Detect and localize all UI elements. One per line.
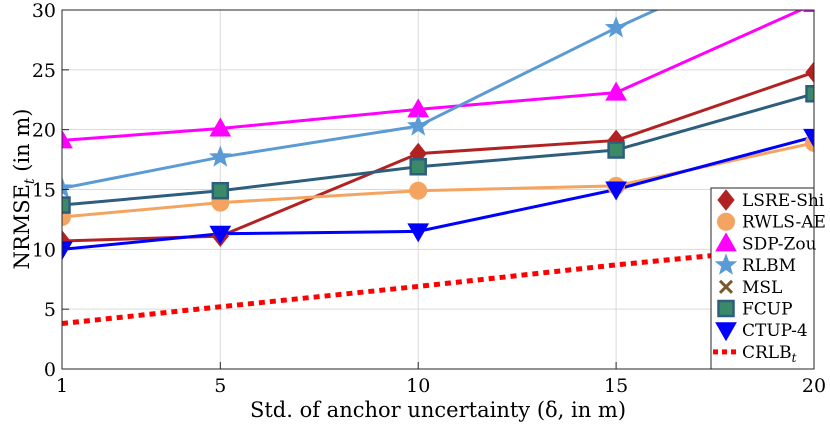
- data-point-rlbm: [62, 176, 74, 198]
- legend-label-ctup-4: CTUP-4: [742, 321, 808, 341]
- x-tick-label: 10: [406, 375, 430, 397]
- y-tick-label: 30: [32, 0, 56, 22]
- x-tick-label: 5: [214, 375, 226, 397]
- y-tick-label: 10: [32, 239, 56, 261]
- data-point-sdp-zou: [209, 117, 232, 137]
- data-point-rlbm: [209, 145, 232, 167]
- y-tick-label: 5: [44, 299, 56, 321]
- legend-item-rlbm: RLBM: [714, 253, 796, 276]
- data-point-ctup-4: [407, 223, 430, 243]
- y-axis-ticks: 0 5 10 15 20 25 30: [32, 0, 69, 381]
- legend-marker-fcup: [717, 299, 735, 318]
- legend-item-lsre-shi: LSRE-Shi: [717, 189, 825, 211]
- data-point-fcup: [607, 141, 625, 159]
- data-point-lsre-shi: [805, 61, 814, 84]
- legend-item-crlb-t: CRLBt: [713, 343, 797, 365]
- data-point-rlbm: [604, 16, 628, 38]
- legend-item-rwls-ae: RWLS-AE: [717, 212, 826, 233]
- x-tick-label: 15: [604, 375, 628, 397]
- data-point-rlbm: [406, 114, 430, 136]
- y-tick-label: 15: [32, 180, 56, 202]
- data-point-sdp-zou: [605, 81, 627, 101]
- data-point-ctup-4: [62, 241, 73, 261]
- data-point-rwls-ae: [409, 181, 428, 200]
- y-tick-label: 0: [44, 359, 56, 381]
- y-tick-label: 25: [32, 60, 56, 82]
- legend-item-msl: MSL: [718, 278, 782, 298]
- legend-item-fcup: FCUP: [717, 299, 793, 320]
- x-tick-label: 1: [56, 375, 68, 397]
- legend-marker-rlbm: [714, 253, 738, 275]
- data-point-fcup: [211, 181, 230, 200]
- data-point-ctup-4: [605, 181, 627, 201]
- legend-marker-rwls-ae: [717, 212, 735, 231]
- legend-label-sdp-zou: SDP-Zou: [742, 234, 817, 254]
- data-point-ctup-4: [803, 128, 814, 148]
- x-axis-ticks: 1 5 10 15 20: [56, 362, 826, 397]
- legend-marker-msl: [718, 279, 734, 294]
- legend-label-lsre-shi: LSRE-Shi: [742, 191, 825, 211]
- legend-label-crlb-t: CRLBt: [742, 343, 797, 365]
- legend-label-fcup: FCUP: [742, 300, 793, 320]
- legend-label-msl: MSL: [742, 278, 782, 298]
- data-point-fcup: [805, 85, 814, 103]
- series-markers: [62, 10, 814, 261]
- legend-label-rwls-ae: RWLS-AE: [742, 213, 826, 233]
- legend-marker-ctup-4: [715, 322, 737, 342]
- legend-item-ctup-4: CTUP-4: [715, 321, 808, 342]
- y-axis-label: NRMSEt (in m): [10, 109, 38, 270]
- y-tick-label: 20: [32, 120, 56, 142]
- legend-label-rlbm: RLBM: [742, 256, 796, 276]
- x-axis-label: Std. of anchor uncertainty (δ, in m): [250, 398, 626, 422]
- data-point-ctup-4: [209, 225, 232, 245]
- legend: LSRE-ShiRWLS-AESDP-ZouRLBMMSLFCUPCTUP-4C…: [710, 187, 826, 370]
- legend-marker-sdp-zou: [715, 232, 737, 252]
- legend-marker-lsre-shi: [717, 189, 735, 211]
- data-point-sdp-zou: [62, 129, 73, 149]
- data-point-fcup: [62, 196, 71, 214]
- data-point-fcup: [409, 158, 427, 176]
- legend-item-sdp-zou: SDP-Zou: [715, 232, 817, 254]
- x-tick-label: 20: [802, 375, 826, 397]
